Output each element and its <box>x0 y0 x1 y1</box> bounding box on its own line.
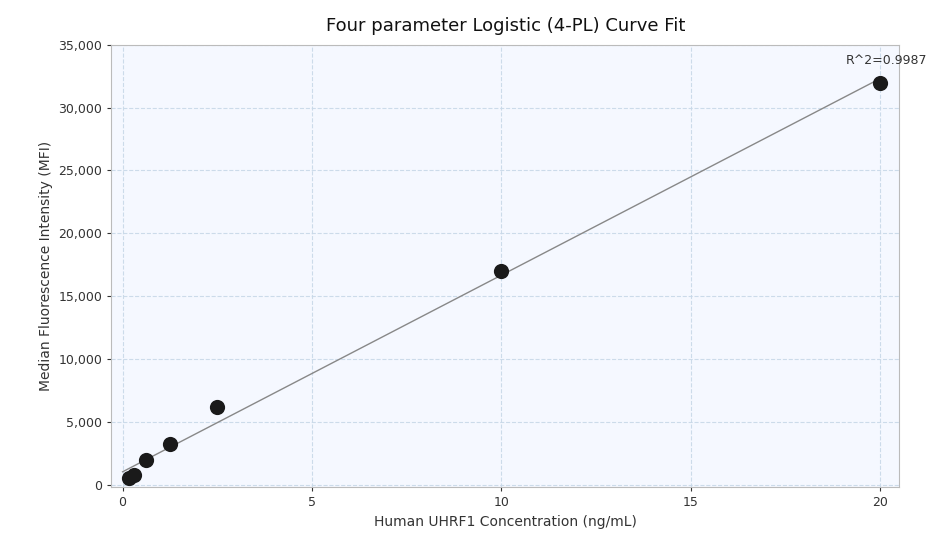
Point <box>210 402 224 411</box>
Text: R^2=0.9987: R^2=0.9987 <box>846 54 927 67</box>
Point <box>494 267 509 276</box>
Point <box>121 474 136 483</box>
Point <box>873 78 888 87</box>
Y-axis label: Median Fluorescence Intensity (MFI): Median Fluorescence Intensity (MFI) <box>39 141 53 391</box>
X-axis label: Human UHRF1 Concentration (ng/mL): Human UHRF1 Concentration (ng/mL) <box>374 515 637 529</box>
Point <box>127 470 142 479</box>
Point <box>162 440 177 449</box>
Point <box>139 455 154 464</box>
Title: Four parameter Logistic (4-PL) Curve Fit: Four parameter Logistic (4-PL) Curve Fit <box>325 17 685 35</box>
